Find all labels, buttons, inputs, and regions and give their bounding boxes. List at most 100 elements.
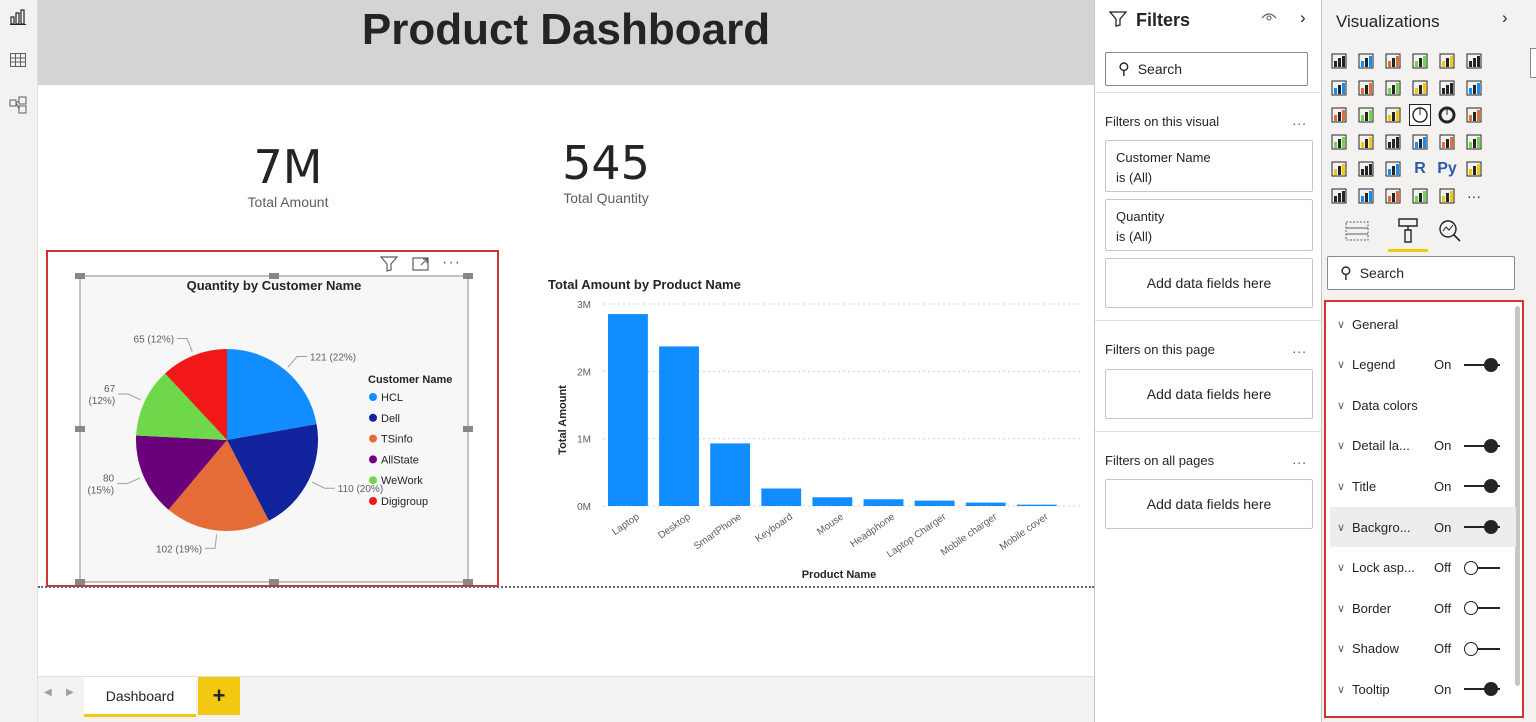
multi-row-card-visual-icon[interactable] [1436, 131, 1458, 153]
fields-pane-edge[interactable] [1530, 48, 1536, 78]
line-column-visual-icon[interactable] [1409, 77, 1431, 99]
stacked-area-visual-icon[interactable] [1382, 77, 1404, 99]
more-options-icon[interactable]: ··· [442, 254, 461, 271]
legend-item[interactable]: AllState [381, 454, 419, 466]
bar-keyboard[interactable] [761, 488, 802, 506]
format-tab-icon[interactable] [1388, 216, 1428, 252]
qa-visual-icon[interactable] [1355, 185, 1377, 207]
bar-mouse[interactable] [812, 497, 853, 506]
tab-dashboard[interactable]: Dashboard [84, 677, 196, 717]
bar-desktop[interactable] [659, 346, 699, 506]
filter-card-customer-name[interactable]: Customer Name is (All) [1105, 140, 1313, 192]
donut-visual-icon[interactable] [1436, 104, 1458, 126]
filled-map-visual-icon[interactable] [1355, 131, 1377, 153]
bar-headphone[interactable] [863, 499, 904, 506]
format-card-lock-asp[interactable]: ∨ Lock asp... Off [1330, 548, 1516, 588]
waterfall-visual-icon[interactable] [1328, 104, 1350, 126]
power-apps-visual-icon[interactable] [1436, 185, 1458, 207]
legend-item[interactable]: WeWork [381, 475, 423, 487]
section-more-icon[interactable]: ... [1292, 451, 1307, 467]
bar-smartphone[interactable] [710, 443, 751, 506]
data-view-icon[interactable] [7, 49, 29, 71]
legend-item[interactable]: TSinfo [381, 434, 413, 446]
toggle-switch[interactable] [1464, 682, 1500, 697]
pie-slice-dell[interactable] [227, 424, 319, 521]
add-report-filter-well[interactable]: Add data fields here [1105, 479, 1313, 529]
format-card-title[interactable]: ∨ Title On [1330, 466, 1516, 506]
report-view-icon[interactable] [7, 6, 29, 28]
toggle-switch[interactable] [1464, 438, 1500, 453]
toggle-switch[interactable] [1464, 357, 1500, 372]
smart-narrative-visual-icon[interactable] [1382, 185, 1404, 207]
toggle-switch[interactable] [1464, 641, 1500, 656]
clustered-column-visual-icon[interactable] [1409, 50, 1431, 72]
collapse-viz-icon[interactable]: › [1502, 8, 1508, 27]
format-card-tooltip[interactable]: ∨ Tooltip On [1330, 669, 1516, 709]
legend-item[interactable]: HCL [381, 392, 403, 404]
pie-slice-allstate[interactable] [136, 435, 227, 510]
ribbon-visual-icon[interactable] [1463, 77, 1485, 99]
legend-item[interactable]: Digigroup [381, 496, 428, 508]
funnel-visual-icon[interactable] [1355, 104, 1377, 126]
line-clustered-visual-icon[interactable] [1436, 77, 1458, 99]
line-visual-icon[interactable] [1328, 77, 1350, 99]
toggle-switch[interactable] [1464, 601, 1500, 616]
add-visual-filter-well[interactable]: Add data fields here [1105, 258, 1313, 308]
100-column-visual-icon[interactable] [1463, 50, 1485, 72]
pie-chart-visual[interactable]: ··· Quantity by Customer Name 121 (22%) 1… [46, 250, 499, 587]
format-card-detail-la[interactable]: ∨ Detail la... On [1330, 426, 1516, 466]
clustered-bar-visual-icon[interactable] [1382, 50, 1404, 72]
format-search-input[interactable]: ⚲ Search [1327, 256, 1515, 290]
key-influencers-visual-icon[interactable] [1463, 158, 1485, 180]
tab-scroll-right-icon[interactable]: ▶ [66, 687, 74, 698]
gauge-visual-icon[interactable] [1382, 131, 1404, 153]
section-more-icon[interactable]: ... [1292, 112, 1307, 128]
bar-mobile-charger[interactable] [965, 502, 1006, 506]
more-visual-icon[interactable]: ··· [1467, 188, 1481, 204]
matrix-visual-icon[interactable] [1382, 158, 1404, 180]
python-visual-visual-icon[interactable]: Py [1437, 160, 1457, 177]
toggle-switch[interactable] [1464, 560, 1500, 575]
pie-visual-icon[interactable] [1409, 104, 1431, 126]
legend-item[interactable]: Dell [381, 413, 400, 425]
filters-search-input[interactable]: ⚲ Search [1105, 52, 1308, 86]
fields-tab-icon[interactable] [1344, 218, 1372, 246]
bar-laptop-charger[interactable] [914, 500, 955, 506]
tab-scroll-left-icon[interactable]: ◀ [44, 687, 52, 698]
format-card-shadow[interactable]: ∨ Shadow Off [1330, 629, 1516, 669]
pie-slice-tsinfo[interactable] [168, 440, 269, 531]
100-bar-visual-icon[interactable] [1436, 50, 1458, 72]
kpi-card-total-amount[interactable]: 7M Total Amount [208, 140, 368, 210]
bar-chart-visual[interactable]: Total Amount by Product Name 3M 2M 1M 0M La… [543, 270, 1093, 590]
slicer-visual-icon[interactable] [1328, 158, 1350, 180]
toggle-switch[interactable] [1464, 520, 1500, 534]
visual-filter-icon[interactable] [379, 256, 400, 274]
format-card-general[interactable]: ∨ General [1330, 304, 1516, 344]
model-view-icon[interactable] [7, 94, 29, 116]
format-card-data-colors[interactable]: ∨ Data colors [1330, 385, 1516, 425]
scatter-visual-icon[interactable] [1382, 104, 1404, 126]
map-visual-icon[interactable] [1328, 131, 1350, 153]
format-card-legend[interactable]: ∨ Legend On [1330, 345, 1516, 385]
bar-mobile-cover[interactable] [1016, 504, 1057, 506]
toggle-switch[interactable] [1464, 479, 1500, 494]
pie-slice-hcl[interactable] [227, 349, 317, 440]
add-page-button[interactable]: + [198, 677, 240, 715]
pie-slice-digigroup[interactable] [165, 349, 227, 440]
treemap-visual-icon[interactable] [1463, 104, 1485, 126]
format-card-backgro[interactable]: ∨ Backgro... On [1330, 507, 1516, 547]
decomposition-tree-visual-icon[interactable] [1328, 185, 1350, 207]
eye-icon[interactable] [1261, 11, 1279, 27]
r-visual-visual-icon[interactable]: R [1414, 160, 1426, 177]
kpi-card-total-quantity[interactable]: 545 Total Quantity [526, 136, 686, 206]
kpi-visual-icon[interactable] [1463, 131, 1485, 153]
add-page-filter-well[interactable]: Add data fields here [1105, 369, 1313, 419]
pie-slice-wework[interactable] [136, 373, 227, 440]
paginated-visual-icon[interactable] [1409, 185, 1431, 207]
bar-laptop[interactable] [608, 314, 648, 506]
card-visual-icon[interactable] [1409, 131, 1431, 153]
format-card-border[interactable]: ∨ Border Off [1330, 588, 1516, 628]
section-more-icon[interactable]: ... [1292, 340, 1307, 356]
stacked-bar-visual-icon[interactable] [1328, 50, 1350, 72]
scrollbar[interactable] [1515, 306, 1520, 686]
